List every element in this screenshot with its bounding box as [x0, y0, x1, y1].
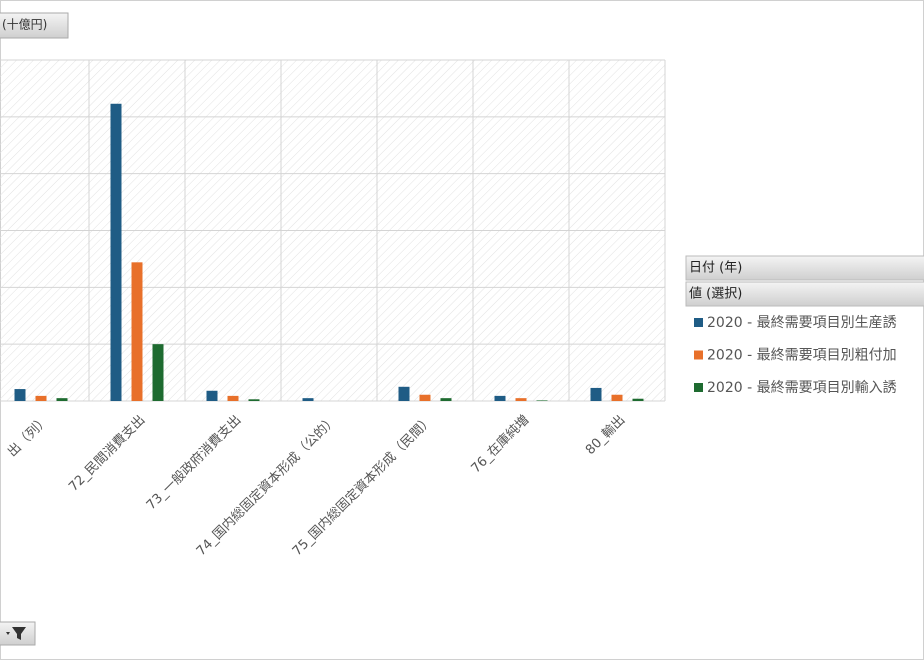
- bar: [419, 394, 431, 401]
- bar: [131, 262, 143, 401]
- bar: [302, 398, 314, 401]
- x-tick-label: 80_輸出: [583, 413, 628, 458]
- bar: [206, 390, 218, 401]
- unit-label: (十億円): [2, 18, 47, 32]
- x-tick-label: 73_一般政府消費支出: [143, 412, 244, 513]
- bar: [590, 387, 602, 401]
- legend-swatch: [694, 383, 703, 392]
- bar: [248, 399, 260, 401]
- bar: [110, 103, 122, 402]
- bar: [536, 400, 548, 401]
- bar: [398, 386, 410, 401]
- bar: [632, 398, 644, 401]
- legend-header-label: 日付 (年): [689, 261, 742, 276]
- bar: [494, 395, 506, 401]
- x-tick-label: 76_在庫純増: [469, 413, 533, 477]
- legend-label: 2020 - 最終需要項目別生産誘: [707, 315, 897, 331]
- bar: [14, 389, 26, 401]
- bar: [56, 398, 68, 401]
- bar: [611, 394, 623, 401]
- bar: [515, 398, 527, 401]
- x-tick-label: 出（列）: [5, 413, 52, 460]
- bar: [440, 398, 452, 401]
- dropdown-icon: [6, 632, 10, 635]
- legend-swatch: [694, 318, 703, 327]
- unit-button[interactable]: [0, 12, 69, 39]
- legend-header: [685, 255, 924, 281]
- legend-swatch: [694, 350, 703, 360]
- x-tick-label: 72_民間消費支出: [66, 413, 148, 495]
- legend-label: 2020 - 最終需要項目別輸入誘: [707, 380, 897, 396]
- legend-label: 2020 - 最終需要項目別粗付加: [707, 348, 897, 364]
- legend-header-label: 値 (選択): [689, 286, 742, 302]
- bar: [152, 344, 164, 401]
- legend-header: [685, 281, 924, 307]
- bar: [35, 395, 47, 401]
- filter-icon: [12, 627, 26, 640]
- bar: [227, 395, 239, 401]
